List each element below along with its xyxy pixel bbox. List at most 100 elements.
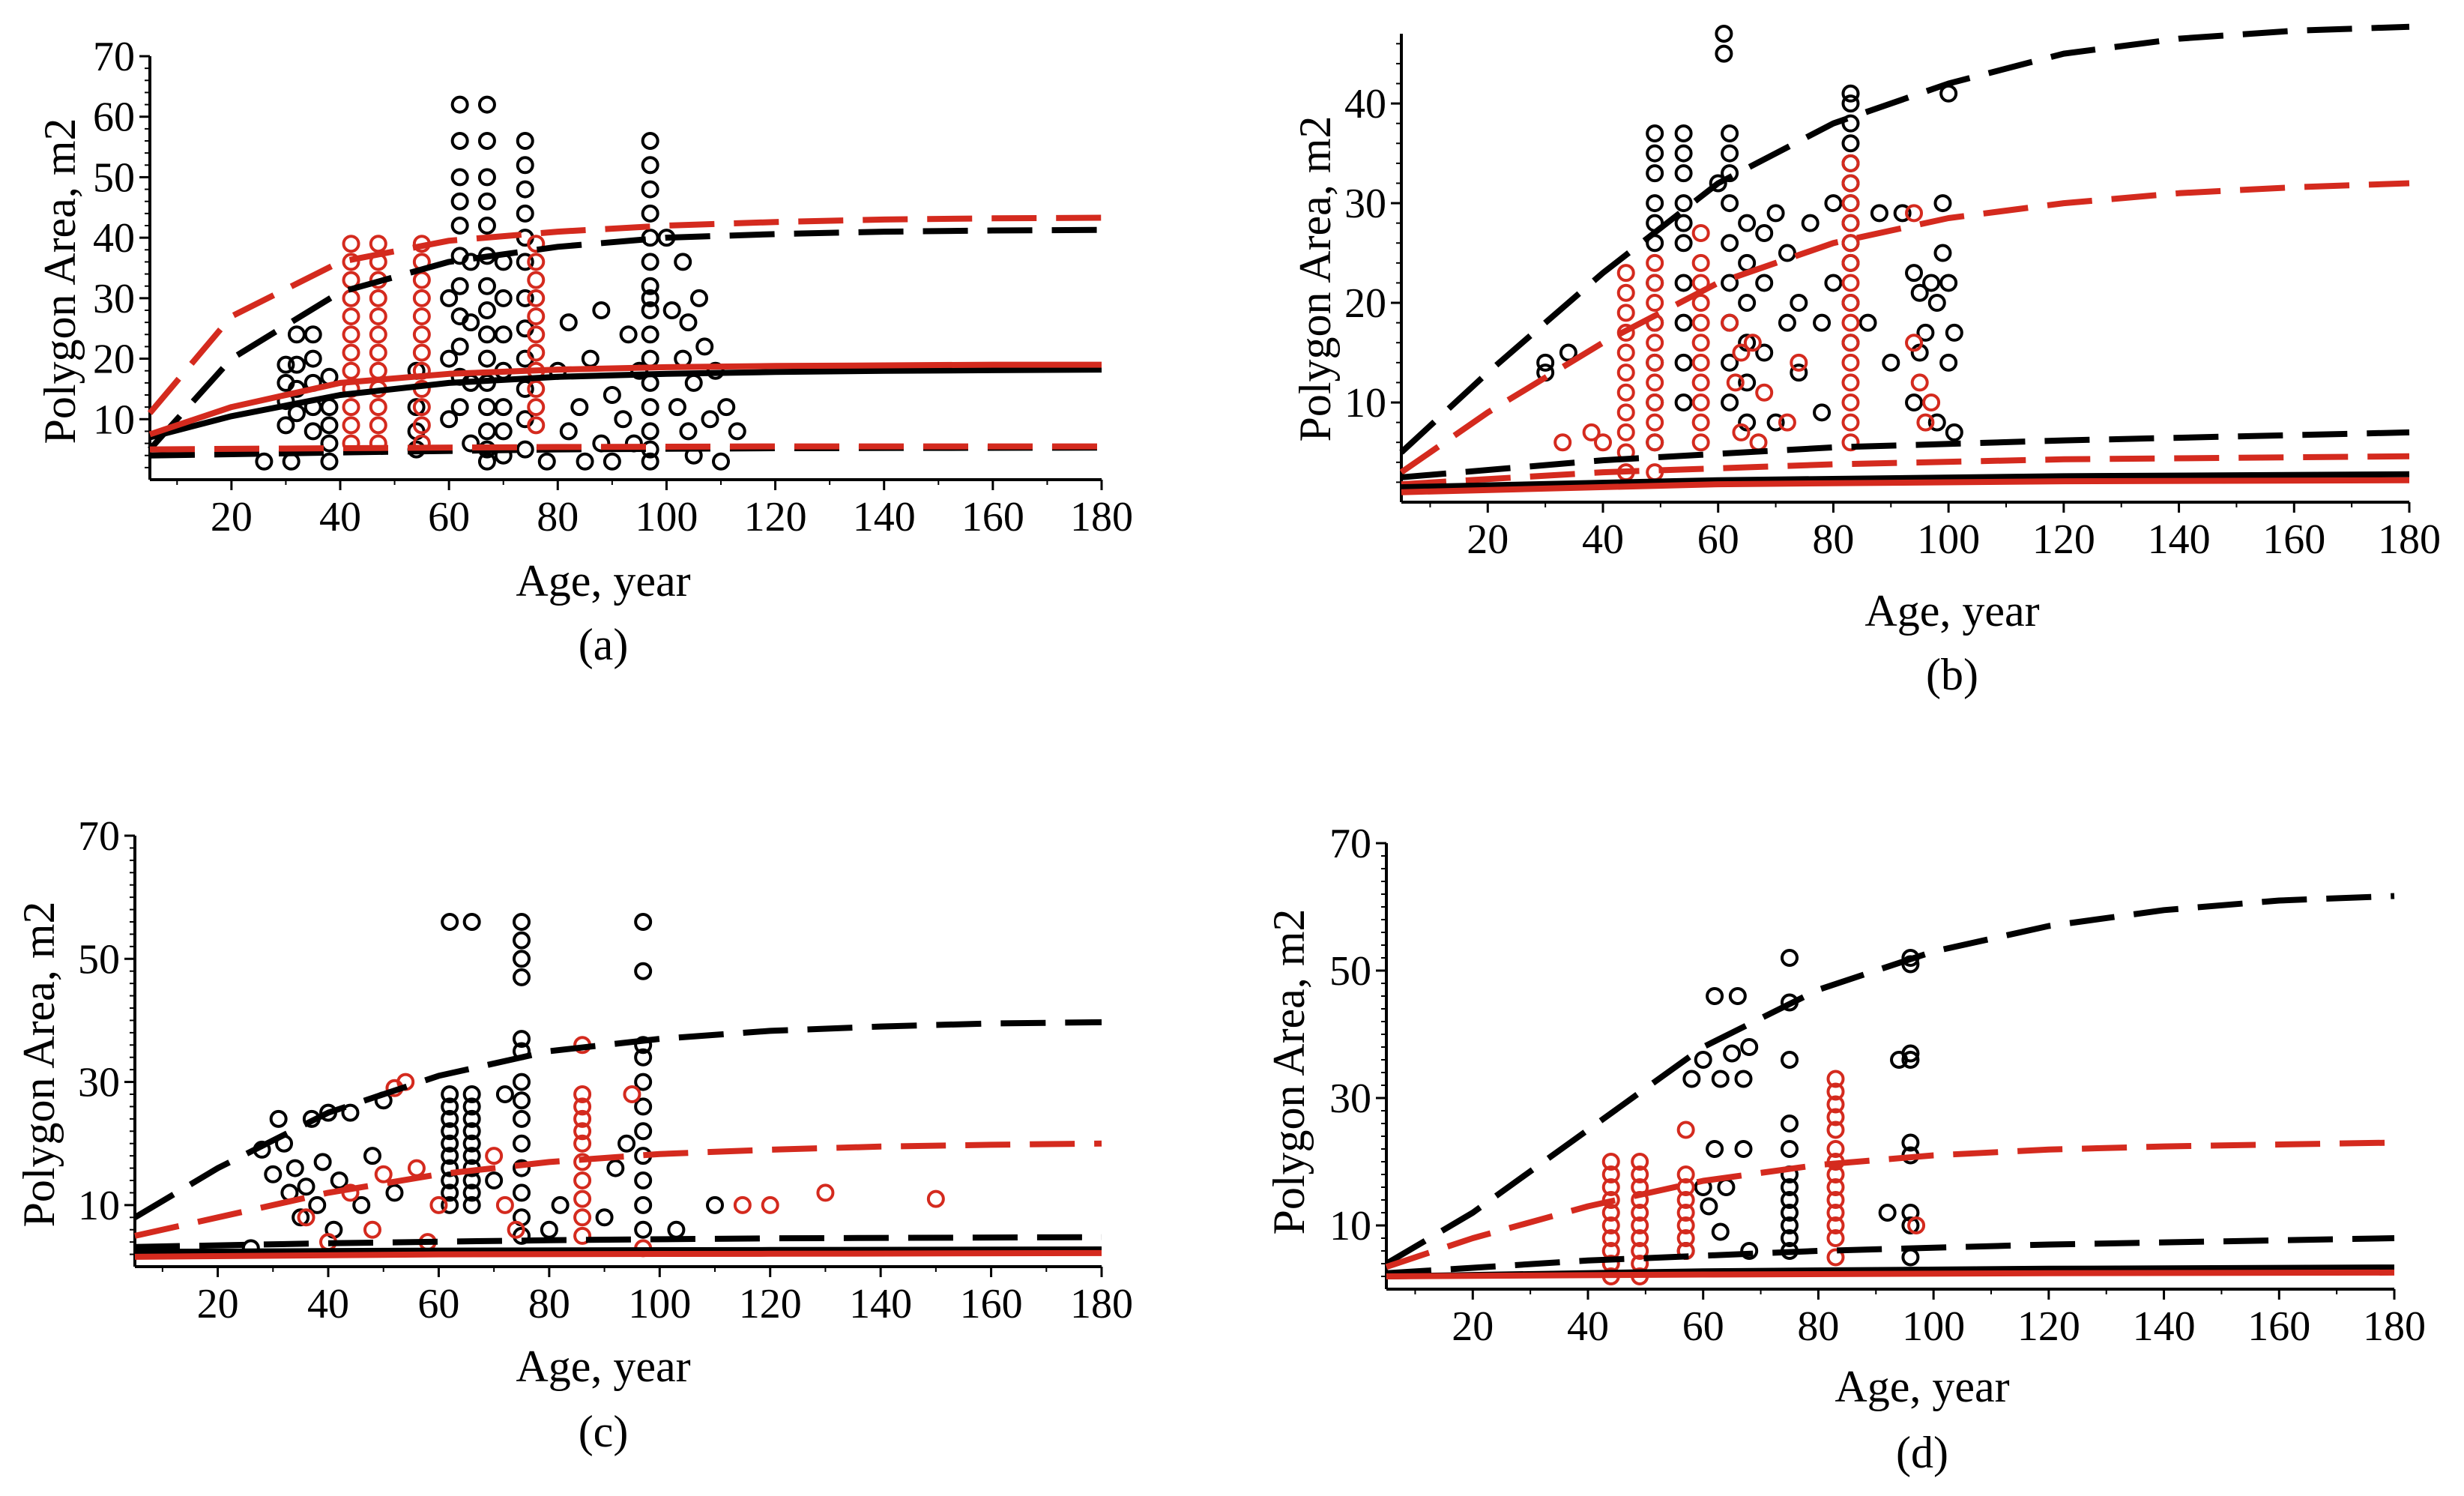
panel-d-black-point <box>1694 1051 1712 1069</box>
panel-a-black-point <box>559 313 578 332</box>
panel-c-black-point <box>540 1220 558 1239</box>
panel-d-red-point <box>1676 1229 1695 1247</box>
panel-a-black-point <box>440 349 459 368</box>
panel-c-black-point <box>462 1109 481 1128</box>
panel-c-red-point <box>816 1183 835 1202</box>
panel-a-black-point <box>477 168 496 187</box>
panel-a-y-tick-label: 30 <box>93 276 135 322</box>
panel-b-red-point <box>1616 304 1635 322</box>
panel-d-black-point <box>1781 949 1799 967</box>
panel-a-red-point <box>527 416 546 435</box>
panel-a-x-tick-label: 40 <box>319 494 361 540</box>
panel-c-label: (c) <box>579 1407 629 1456</box>
panel-c-black-point <box>513 968 531 986</box>
panel-a-red-point <box>369 289 387 307</box>
panel-a-x-tick-label: 140 <box>853 494 916 540</box>
panel-c-black-point <box>441 1159 459 1177</box>
panel-a-curve-black-mean <box>148 367 1102 441</box>
panel-a-black-point <box>477 192 496 211</box>
panel-d-y-tick-label: 50 <box>1329 948 1371 995</box>
panel-a-black-point <box>701 410 719 429</box>
panel-a-black-point <box>641 289 659 307</box>
panel-a-black-point <box>717 398 736 417</box>
panel-c-black-point <box>513 1073 531 1091</box>
panel-b-red-point <box>1616 403 1635 422</box>
panel-a-black-point <box>477 452 496 471</box>
panel-c-black-point <box>513 1109 531 1128</box>
panel-b-black-point <box>1766 204 1785 223</box>
panel-c-y-tick-label: 50 <box>78 936 120 983</box>
panel-b-x-tick-label: 100 <box>1917 516 1980 563</box>
panel-a-black-point <box>450 95 469 114</box>
panel-a-label: (a) <box>579 620 629 669</box>
panel-a-red-point <box>527 398 546 417</box>
panel-b-black-point <box>1801 214 1820 232</box>
panel-a-black-point <box>450 277 469 295</box>
panel-b-y-tick-label: 40 <box>1344 81 1386 127</box>
panel-d-x-tick-label: 160 <box>2247 1303 2310 1350</box>
panel-b-black-point <box>1778 244 1796 262</box>
panel-a-y-tick-label: 60 <box>93 94 135 141</box>
panel-d-red-point <box>1676 1204 1695 1222</box>
panel-b-red-point <box>1691 334 1710 352</box>
panel-a-x-tick-label: 160 <box>961 494 1024 540</box>
panel-c-red-point <box>573 1097 592 1116</box>
panel-d-black-point <box>1734 1070 1753 1088</box>
panel-b-black-point <box>1536 353 1555 372</box>
panel-c-black-point <box>513 1030 531 1049</box>
panel-b-red-point <box>1646 294 1664 313</box>
panel-a-black-point <box>689 289 708 307</box>
panel-a-black-point <box>287 325 306 344</box>
panel-d-black-point <box>1781 1178 1799 1196</box>
panel-a-black-point <box>320 416 339 435</box>
panel-a-red-point <box>369 361 387 380</box>
panel-b-black-point <box>1905 264 1924 283</box>
panel-c-y-tick-label: 10 <box>78 1183 120 1229</box>
panel-a-black-point <box>576 452 594 471</box>
panel-a-black-point <box>477 398 496 417</box>
panel-a-black-point <box>668 398 686 417</box>
panel-c-black-point <box>617 1134 636 1153</box>
panel-d-x-tick-label: 180 <box>2363 1303 2426 1350</box>
panel-b-red-point <box>1646 334 1664 352</box>
panel-d-red-point <box>1631 1204 1649 1222</box>
panel-a-black-point <box>695 337 714 356</box>
panel-a-black-point <box>641 325 659 344</box>
panel-a-black-point <box>450 192 469 211</box>
panel-c-black-point <box>308 1195 327 1214</box>
panel-b-black-point <box>1674 164 1693 183</box>
panel-c-black-point <box>595 1208 614 1227</box>
panel-a-red-point <box>527 307 546 326</box>
panel-b-black-point <box>1721 164 1739 183</box>
panel-a-black-point <box>462 253 480 271</box>
panel-b-y-tick-label: 10 <box>1344 380 1386 426</box>
panel-b-curve-red-upper <box>1399 180 2410 475</box>
panel-c-black-point <box>634 1048 653 1067</box>
panel-c-black-point <box>513 1134 531 1153</box>
panel-c-black-point <box>341 1103 360 1122</box>
panel-d-black-point <box>1706 1140 1724 1158</box>
panel-a-black-point <box>477 301 496 319</box>
panel-b-black-point <box>1738 214 1757 232</box>
panel-b-red-point <box>1616 383 1635 402</box>
panel-a-black-point <box>494 325 513 344</box>
panel-b-curve-black-mean <box>1401 471 2410 491</box>
panel-b-red-point <box>1616 423 1635 441</box>
panel-b-black-point <box>1841 114 1860 133</box>
panel-b-red-point <box>1841 194 1860 213</box>
panel-b-black-point <box>1674 124 1693 142</box>
panel-d-black-point <box>1901 1133 1920 1152</box>
panel-a-ylabel: Polygon Area, m2 <box>35 118 85 444</box>
panel-c-black-point <box>634 1036 653 1055</box>
panel-a-red-point <box>527 379 546 398</box>
panel-a: Age, year Polygon Area, m2 (a) 20 40 60 80 1… <box>35 34 1133 669</box>
panel-d-curve-black-lower <box>1386 1235 2395 1276</box>
panel-a-red-point <box>412 271 431 289</box>
panel-d-red-point <box>1676 1165 1695 1183</box>
panel-a-black-point <box>304 422 322 441</box>
panel-b-x-tick-label: 140 <box>2148 516 2211 563</box>
panel-b-black-point <box>1766 413 1785 432</box>
panel-c-red-point <box>573 1109 592 1128</box>
panel-b-red-point <box>1841 294 1860 313</box>
panel-b-red-point <box>1616 364 1635 382</box>
